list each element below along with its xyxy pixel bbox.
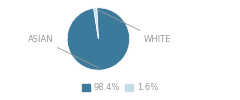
Wedge shape	[67, 8, 130, 70]
Legend: 98.4%, 1.6%: 98.4%, 1.6%	[79, 80, 161, 96]
Wedge shape	[94, 8, 98, 39]
Text: WHITE: WHITE	[98, 10, 171, 44]
Text: ASIAN: ASIAN	[28, 34, 99, 68]
